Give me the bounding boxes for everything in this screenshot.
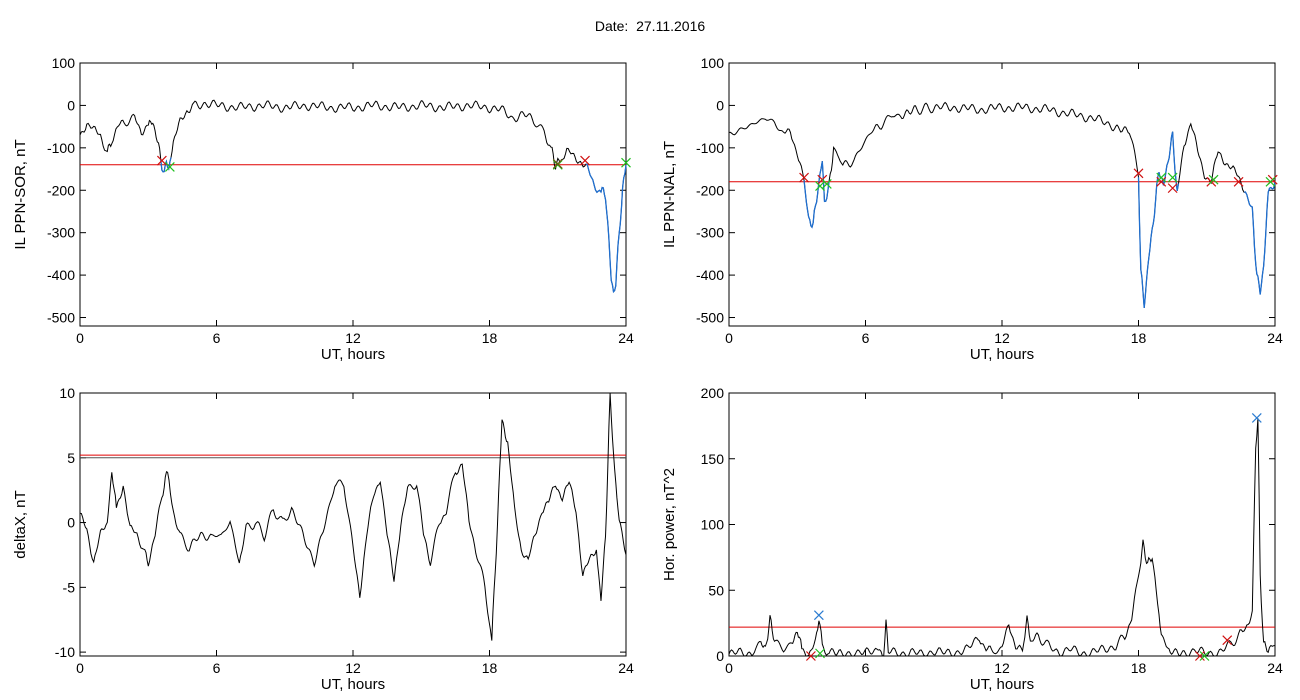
x-tick-label: 0 <box>76 330 84 346</box>
event-segment <box>585 163 627 294</box>
marker-red-cross <box>1195 651 1205 661</box>
x-tick-label: 24 <box>618 330 634 346</box>
marker-red-cross <box>1222 635 1233 646</box>
y-tick-label: -300 <box>696 225 724 241</box>
marker-green-cross <box>815 648 825 659</box>
marker-red-cross <box>156 155 167 166</box>
marker-green-cross <box>1199 651 1210 661</box>
series-line <box>79 392 627 641</box>
y-tick-label: -300 <box>47 225 75 241</box>
date-value: 27.11.2016 <box>636 18 706 34</box>
x-tick-label: 12 <box>345 330 361 346</box>
series-line <box>728 418 1276 657</box>
marker-green-cross <box>815 181 825 191</box>
x-tick-label: 6 <box>862 660 870 676</box>
y-tick-label: 10 <box>59 385 75 401</box>
x-axis-label: UT, hours <box>970 346 1034 363</box>
marker-green-cross <box>1265 176 1276 187</box>
y-tick-label: -200 <box>696 182 724 198</box>
x-tick-label: 6 <box>213 660 221 676</box>
marker-green-cross <box>1156 172 1167 183</box>
x-tick-label: 0 <box>725 660 733 676</box>
x-tick-label: 24 <box>1267 330 1283 346</box>
x-tick-label: 12 <box>994 660 1010 676</box>
marker-red-cross <box>799 172 809 183</box>
y-tick-label: 200 <box>701 385 725 401</box>
y-tick-label: 50 <box>708 582 724 598</box>
event-segment <box>1137 131 1180 309</box>
x-tick-label: 0 <box>76 660 84 676</box>
plot-frame <box>728 392 1276 657</box>
y-axis-label: deltaX, nT <box>12 490 29 558</box>
series-line <box>79 99 627 293</box>
event-segment <box>803 161 830 229</box>
x-axis-label: UT, hours <box>321 346 385 363</box>
y-axis-label: IL PPN-NAL, nT <box>661 141 678 248</box>
x-tick-label: 24 <box>1267 660 1283 676</box>
date-label: Date: <box>594 18 629 34</box>
x-tick-label: 18 <box>1131 330 1147 346</box>
marker-blue-cross <box>1251 413 1262 423</box>
chart-panel-p3: 0 6 12 18 24 10 5 0 -5 -10 UT, hours deltaX, nT <box>12 385 634 693</box>
y-tick-label: 0 <box>716 648 724 664</box>
x-tick-label: 12 <box>345 660 361 676</box>
marker-blue-cross <box>813 610 824 621</box>
y-tick-label: -200 <box>47 182 75 198</box>
y-tick-label: -10 <box>55 644 75 660</box>
marker-green-cross <box>621 157 631 168</box>
y-tick-label: 100 <box>701 55 725 71</box>
x-tick-label: 6 <box>213 330 221 346</box>
plot-frame <box>728 62 1276 327</box>
marker-red-cross <box>1167 183 1178 194</box>
y-tick-label: 0 <box>67 97 75 113</box>
chart-panel-p2: 0 6 12 18 24 100 0 -100 -200 -300 -400 -500 UT, hour… <box>661 55 1283 363</box>
marker-red-cross <box>1133 168 1144 179</box>
y-tick-label: 0 <box>67 515 75 531</box>
plot-frame <box>79 392 627 657</box>
series-line <box>728 101 1276 309</box>
marker-red-cross <box>1233 176 1244 187</box>
y-tick-label: 0 <box>716 97 724 113</box>
y-tick-label: -100 <box>696 140 724 156</box>
y-tick-label: 150 <box>701 451 725 467</box>
marker-green-cross <box>821 178 832 189</box>
x-axis-label: UT, hours <box>321 676 385 693</box>
marker-red-cross <box>805 651 816 661</box>
marker-red-cross <box>580 155 590 166</box>
y-tick-label: -500 <box>47 310 75 326</box>
y-axis-label: IL PPN-SOR, nT <box>12 139 29 249</box>
event-segment <box>1243 181 1276 295</box>
y-axis-label: Hor. power, nT^2 <box>661 468 678 581</box>
page-title: Date: 27.11.2016 <box>0 18 1300 34</box>
marker-green-cross <box>164 162 175 172</box>
y-tick-label: -100 <box>47 140 75 156</box>
marker-green-cross <box>1208 174 1219 185</box>
y-tick-label: 100 <box>52 55 76 71</box>
x-tick-label: 12 <box>994 330 1010 346</box>
marker-red-cross <box>1156 176 1167 187</box>
chart-panel-p1: 0 6 12 18 24 100 0 -100 -200 -300 -400 -500 UT, hour… <box>12 55 634 363</box>
x-axis-label: UT, hours <box>970 676 1034 693</box>
y-tick-label: 5 <box>67 450 75 466</box>
y-tick-label: 100 <box>701 517 725 533</box>
y-tick-label: -400 <box>47 267 75 283</box>
x-tick-label: 6 <box>862 330 870 346</box>
y-tick-label: -500 <box>696 310 724 326</box>
chart-panel-p4: 0 6 12 18 24 200 150 100 50 0 UT, hours Hor. power,… <box>661 385 1283 693</box>
marker-green-cross <box>1167 172 1178 183</box>
y-tick-label: -5 <box>63 579 76 595</box>
x-tick-label: 18 <box>482 660 498 676</box>
x-tick-label: 24 <box>618 660 634 676</box>
x-tick-label: 0 <box>725 330 733 346</box>
x-tick-label: 18 <box>482 330 498 346</box>
plot-frame <box>79 62 627 327</box>
marker-olive-cross <box>552 159 563 169</box>
y-tick-label: -400 <box>696 267 724 283</box>
x-tick-label: 18 <box>1131 660 1147 676</box>
